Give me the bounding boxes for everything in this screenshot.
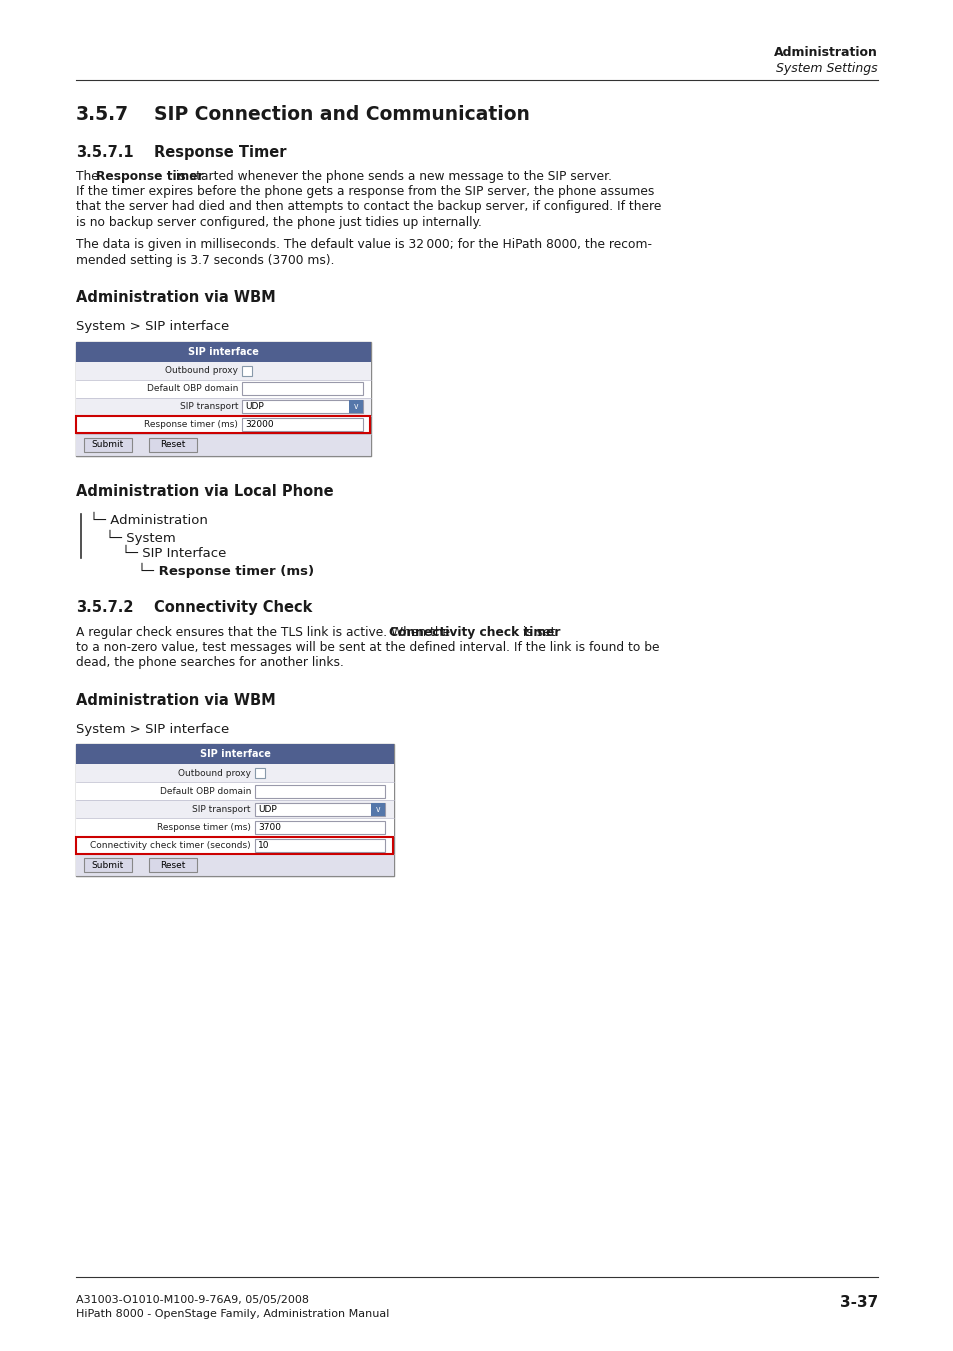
Bar — [254, 769, 265, 778]
Text: mended setting is 3.7 seconds (3700 ms).: mended setting is 3.7 seconds (3700 ms). — [76, 254, 335, 266]
Bar — [76, 765, 394, 782]
Bar — [76, 744, 394, 877]
Text: A31003-O1010-M100-9-76A9, 05/05/2008: A31003-O1010-M100-9-76A9, 05/05/2008 — [76, 1296, 309, 1305]
Text: is set: is set — [518, 626, 555, 639]
Text: Connectivity check timer (seconds): Connectivity check timer (seconds) — [91, 840, 251, 850]
Bar — [84, 858, 132, 873]
Text: System > SIP interface: System > SIP interface — [76, 723, 229, 736]
Bar — [349, 400, 363, 413]
Bar — [76, 800, 394, 819]
Text: UDP: UDP — [257, 805, 276, 813]
Bar — [254, 839, 385, 852]
Bar — [84, 438, 132, 451]
Text: Response timer (ms): Response timer (ms) — [144, 420, 238, 430]
Text: If the timer expires before the phone gets a response from the SIP server, the p: If the timer expires before the phone ge… — [76, 185, 654, 199]
Text: SIP transport: SIP transport — [179, 403, 238, 411]
Text: v: v — [375, 805, 380, 813]
Bar — [254, 802, 385, 816]
Text: Submit: Submit — [91, 440, 124, 450]
Text: Response timer (ms): Response timer (ms) — [157, 823, 251, 832]
Text: System > SIP interface: System > SIP interface — [76, 320, 229, 334]
Text: is started whenever the phone sends a new message to the SIP server.: is started whenever the phone sends a ne… — [172, 170, 611, 182]
Text: SIP interface: SIP interface — [188, 347, 258, 357]
Text: 3.5.7.2: 3.5.7.2 — [76, 600, 133, 615]
Text: Submit: Submit — [91, 861, 124, 870]
Bar — [76, 744, 394, 765]
Text: Administration: Administration — [773, 46, 877, 59]
Bar — [76, 416, 370, 434]
Text: Response timer: Response timer — [96, 170, 204, 182]
Text: HiPath 8000 - OpenStage Family, Administration Manual: HiPath 8000 - OpenStage Family, Administ… — [76, 1309, 389, 1319]
Bar — [76, 836, 393, 854]
Text: Connectivity Check: Connectivity Check — [153, 600, 312, 615]
Bar — [242, 419, 363, 431]
Bar — [242, 366, 252, 376]
Text: UDP: UDP — [245, 403, 264, 411]
Bar — [76, 416, 371, 434]
Text: Administration via WBM: Administration via WBM — [76, 693, 275, 708]
Text: Administration via Local Phone: Administration via Local Phone — [76, 484, 334, 499]
Text: v: v — [354, 403, 358, 411]
Text: SIP Connection and Communication: SIP Connection and Communication — [153, 105, 529, 124]
Bar — [76, 782, 394, 800]
Text: Outbound proxy: Outbound proxy — [177, 769, 251, 778]
Text: Administration via WBM: Administration via WBM — [76, 290, 275, 305]
Bar — [76, 854, 394, 877]
Text: └─ System: └─ System — [106, 530, 175, 546]
Bar — [242, 400, 363, 413]
Text: that the server had died and then attempts to contact the backup server, if conf: that the server had died and then attemp… — [76, 200, 660, 213]
Text: is no backup server configured, the phone just tidies up internally.: is no backup server configured, the phon… — [76, 216, 481, 228]
Text: System Settings: System Settings — [776, 62, 877, 76]
Text: Default OBP domain: Default OBP domain — [159, 786, 251, 796]
Bar — [149, 858, 196, 873]
Bar — [254, 785, 385, 798]
Text: Default OBP domain: Default OBP domain — [147, 384, 238, 393]
Bar — [371, 802, 385, 816]
Text: 3-37: 3-37 — [839, 1296, 877, 1310]
Text: Connectivity check timer: Connectivity check timer — [389, 626, 560, 639]
Text: A regular check ensures that the TLS link is active. When the: A regular check ensures that the TLS lin… — [76, 626, 454, 639]
Text: Response Timer: Response Timer — [153, 145, 286, 159]
Bar — [76, 342, 371, 362]
Bar — [149, 438, 196, 451]
Text: SIP transport: SIP transport — [193, 805, 251, 813]
Bar — [76, 397, 371, 416]
Text: 3.5.7.1: 3.5.7.1 — [76, 145, 133, 159]
Bar — [76, 342, 371, 455]
Text: └─ Response timer (ms): └─ Response timer (ms) — [138, 563, 314, 578]
Bar — [76, 836, 394, 854]
Text: SIP interface: SIP interface — [199, 750, 270, 759]
Text: to a non-zero value, test messages will be sent at the defined interval. If the : to a non-zero value, test messages will … — [76, 640, 659, 654]
Text: 3700: 3700 — [257, 823, 280, 832]
Bar — [242, 382, 363, 396]
Text: 3.5.7: 3.5.7 — [76, 105, 129, 124]
Text: The data is given in milliseconds. The default value is 32 000; for the HiPath 8: The data is given in milliseconds. The d… — [76, 238, 651, 251]
Text: Outbound proxy: Outbound proxy — [165, 366, 238, 376]
Text: dead, the phone searches for another links.: dead, the phone searches for another lin… — [76, 657, 343, 669]
Text: └─ SIP Interface: └─ SIP Interface — [122, 547, 226, 559]
Text: └─ Administration: └─ Administration — [90, 513, 208, 527]
Bar — [254, 821, 385, 834]
Bar — [76, 362, 371, 380]
Text: Reset: Reset — [160, 440, 186, 450]
Bar — [76, 819, 394, 836]
Text: The: The — [76, 170, 103, 182]
Bar — [76, 380, 371, 397]
Text: 32000: 32000 — [245, 420, 274, 430]
Text: Reset: Reset — [160, 861, 186, 870]
Text: 10: 10 — [257, 840, 269, 850]
Bar — [76, 434, 371, 455]
